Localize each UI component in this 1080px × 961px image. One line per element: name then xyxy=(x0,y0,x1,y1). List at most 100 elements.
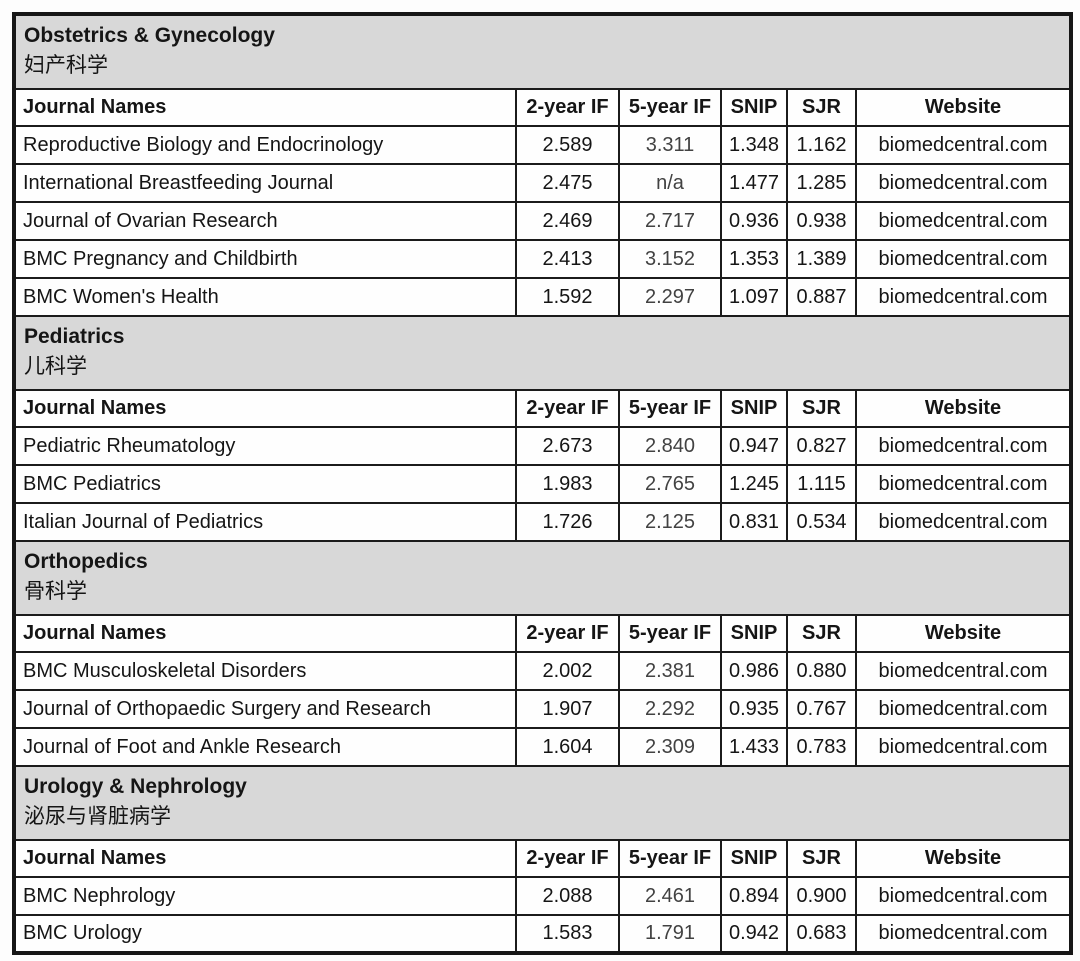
website-cell: biomedcentral.com xyxy=(854,277,1073,317)
section-header-orthopedics: Orthopedics 骨科学 xyxy=(12,540,1073,616)
if2-cell: 2.475 xyxy=(515,163,620,203)
if5-cell: 1.791 xyxy=(618,914,722,954)
if5-cell: 2.292 xyxy=(618,689,722,729)
sjr-cell: 0.783 xyxy=(786,727,857,767)
column-header-sjr: SJR xyxy=(786,389,857,428)
journal-name-cell: Journal of Ovarian Research xyxy=(13,201,517,241)
journal-row: Journal of Ovarian Research 2.469 2.717 … xyxy=(13,201,1073,241)
snip-cell: 0.831 xyxy=(720,502,788,542)
column-header-2year-if: 2-year IF xyxy=(515,614,620,653)
sjr-cell: 1.285 xyxy=(786,163,857,203)
snip-cell: 0.942 xyxy=(720,914,788,954)
journal-row: Journal of Foot and Ankle Research 1.604… xyxy=(13,727,1073,767)
journal-name-cell: Journal of Foot and Ankle Research xyxy=(13,727,517,767)
journal-name-cell: BMC Pediatrics xyxy=(13,464,517,504)
if2-cell: 1.907 xyxy=(515,689,620,729)
journal-name-cell: BMC Women's Health xyxy=(13,277,517,317)
section-title-en: Obstetrics & Gynecology xyxy=(24,24,275,47)
column-header-5year-if: 5-year IF xyxy=(618,389,722,428)
column-header-snip: SNIP xyxy=(720,614,788,653)
section-title-en: Pediatrics xyxy=(24,325,125,348)
column-header-2year-if: 2-year IF xyxy=(515,839,620,878)
journal-row: BMC Pediatrics 1.983 2.765 1.245 1.115 b… xyxy=(13,464,1073,504)
website-cell: biomedcentral.com xyxy=(854,651,1073,691)
if5-cell: 2.461 xyxy=(618,876,722,916)
column-header-snip: SNIP xyxy=(720,88,788,127)
column-header-5year-if: 5-year IF xyxy=(618,839,722,878)
column-header-2year-if: 2-year IF xyxy=(515,389,620,428)
website-cell: biomedcentral.com xyxy=(854,163,1073,203)
snip-cell: 0.947 xyxy=(720,426,788,466)
if5-cell: 2.381 xyxy=(618,651,722,691)
sjr-cell: 1.115 xyxy=(786,464,857,504)
journal-name-cell: Pediatric Rheumatology xyxy=(13,426,517,466)
column-header-website: Website xyxy=(854,389,1073,428)
website-cell: biomedcentral.com xyxy=(854,464,1073,504)
journal-row: BMC Nephrology 2.088 2.461 0.894 0.900 b… xyxy=(13,876,1073,916)
website-cell: biomedcentral.com xyxy=(854,201,1073,241)
if5-cell: 3.311 xyxy=(618,125,722,165)
website-cell: biomedcentral.com xyxy=(854,239,1073,279)
column-header-journal-names: Journal Names xyxy=(13,88,517,127)
column-header-snip: SNIP xyxy=(720,389,788,428)
column-header-journal-names: Journal Names xyxy=(13,614,517,653)
snip-cell: 0.986 xyxy=(720,651,788,691)
column-header-2year-if: 2-year IF xyxy=(515,88,620,127)
column-header-website: Website xyxy=(854,88,1073,127)
snip-cell: 1.097 xyxy=(720,277,788,317)
column-header-5year-if: 5-year IF xyxy=(618,88,722,127)
if5-cell: 2.125 xyxy=(618,502,722,542)
if2-cell: 2.589 xyxy=(515,125,620,165)
website-cell: biomedcentral.com xyxy=(854,689,1073,729)
column-header-sjr: SJR xyxy=(786,614,857,653)
if2-cell: 2.088 xyxy=(515,876,620,916)
journal-row: BMC Musculoskeletal Disorders 2.002 2.38… xyxy=(13,651,1073,691)
journal-name-cell: Journal of Orthopaedic Surgery and Resea… xyxy=(13,689,517,729)
website-cell: biomedcentral.com xyxy=(854,125,1073,165)
if5-cell: 3.152 xyxy=(618,239,722,279)
if5-cell: n/a xyxy=(618,163,722,203)
column-header-row: Journal Names 2-year IF 5-year IF SNIP S… xyxy=(13,88,1073,127)
snip-cell: 1.477 xyxy=(720,163,788,203)
journal-row: Italian Journal of Pediatrics 1.726 2.12… xyxy=(13,502,1073,542)
journal-name-cell: BMC Urology xyxy=(13,914,517,954)
if2-cell: 2.413 xyxy=(515,239,620,279)
sjr-cell: 0.900 xyxy=(786,876,857,916)
website-cell: biomedcentral.com xyxy=(854,914,1073,954)
if5-cell: 2.840 xyxy=(618,426,722,466)
sjr-cell: 0.827 xyxy=(786,426,857,466)
if2-cell: 1.726 xyxy=(515,502,620,542)
snip-cell: 1.245 xyxy=(720,464,788,504)
if5-cell: 2.765 xyxy=(618,464,722,504)
if5-cell: 2.717 xyxy=(618,201,722,241)
sjr-cell: 1.162 xyxy=(786,125,857,165)
website-cell: biomedcentral.com xyxy=(854,876,1073,916)
sjr-cell: 0.887 xyxy=(786,277,857,317)
journal-row: BMC Pregnancy and Childbirth 2.413 3.152… xyxy=(13,239,1073,279)
section-title-en: Urology & Nephrology xyxy=(24,775,247,798)
journal-name-cell: Reproductive Biology and Endocrinology xyxy=(13,125,517,165)
journal-row: BMC Urology 1.583 1.791 0.942 0.683 biom… xyxy=(13,914,1073,954)
if2-cell: 2.469 xyxy=(515,201,620,241)
section-header-urology-nephrology: Urology & Nephrology 泌尿与肾脏病学 xyxy=(12,765,1073,841)
journal-row: International Breastfeeding Journal 2.47… xyxy=(13,163,1073,203)
sjr-cell: 0.534 xyxy=(786,502,857,542)
journal-row: Pediatric Rheumatology 2.673 2.840 0.947… xyxy=(13,426,1073,466)
column-header-sjr: SJR xyxy=(786,88,857,127)
sjr-cell: 1.389 xyxy=(786,239,857,279)
if5-cell: 2.309 xyxy=(618,727,722,767)
column-header-journal-names: Journal Names xyxy=(13,839,517,878)
column-header-journal-names: Journal Names xyxy=(13,389,517,428)
website-cell: biomedcentral.com xyxy=(854,426,1073,466)
section-header-pediatrics: Pediatrics 儿科学 xyxy=(12,315,1073,391)
column-header-row: Journal Names 2-year IF 5-year IF SNIP S… xyxy=(13,389,1073,428)
journal-row: BMC Women's Health 1.592 2.297 1.097 0.8… xyxy=(13,277,1073,317)
section-title-zh: 妇产科学 xyxy=(24,54,108,77)
section-title-zh: 泌尿与肾脏病学 xyxy=(24,805,171,828)
section-title-zh: 儿科学 xyxy=(24,355,87,378)
snip-cell: 0.894 xyxy=(720,876,788,916)
column-header-row: Journal Names 2-year IF 5-year IF SNIP S… xyxy=(13,839,1073,878)
journal-name-cell: Italian Journal of Pediatrics xyxy=(13,502,517,542)
website-cell: biomedcentral.com xyxy=(854,727,1073,767)
